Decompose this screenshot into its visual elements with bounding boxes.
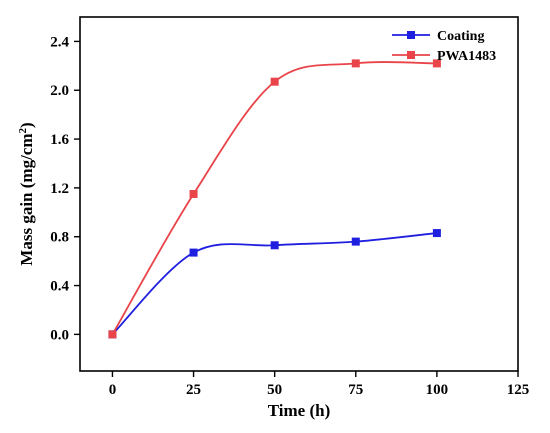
data-point-pwa1483: [189, 190, 198, 198]
y-tick-label: 0.8: [50, 230, 69, 246]
data-point-pwa1483: [351, 59, 360, 68]
y-tick-label: 0.0: [50, 327, 69, 343]
y-tick-label: 2.4: [50, 34, 69, 50]
y-tick-label: 1.6: [50, 132, 69, 148]
x-tick-label: 50: [267, 382, 282, 398]
y-tick-label: 2.0: [50, 83, 69, 99]
data-point-coating: [189, 248, 198, 257]
y-tick-label: 0.4: [50, 279, 69, 295]
legend: Coating PWA1483: [392, 29, 496, 64]
data-point-pwa1483: [270, 77, 279, 86]
x-tick-label: 75: [348, 382, 363, 398]
x-tick-label: 0: [109, 382, 117, 398]
y-axis-title: Mass gain (mg/cm2): [17, 122, 36, 265]
y-tick-label: 1.2: [50, 181, 69, 197]
series-line-pwa1483: [111, 61, 437, 335]
x-tick-label: 25: [186, 382, 201, 398]
legend-marker-coating: [407, 31, 415, 39]
y-axis-title-main: Mass gain (mg/cm: [17, 133, 36, 265]
data-point-coating: [270, 241, 279, 250]
x-axis-ticks: 0 25 50 75 100 125: [109, 371, 530, 398]
y-axis-title-superscript: 2: [17, 127, 29, 133]
x-tick-label: 100: [426, 382, 449, 398]
y-axis-title-close: ): [17, 122, 36, 128]
data-point-coating: [432, 229, 441, 238]
data-point-pwa1483: [432, 59, 441, 68]
x-tick-label: 125: [507, 382, 530, 398]
plot-frame: [79, 16, 519, 372]
y-axis-ticks: 0.0 0.4 0.8 1.2 1.6 2.0 2.4: [50, 34, 80, 343]
data-point-pwa1483: [108, 330, 117, 339]
x-axis-title: Time (h): [268, 401, 331, 420]
series-lines: [111, 61, 437, 336]
series-markers: [108, 59, 441, 339]
data-point-coating: [351, 237, 360, 246]
legend-label-pwa1483: PWA1483: [437, 49, 496, 64]
plot-frame-box: [79, 16, 519, 372]
legend-label-coating: Coating: [437, 29, 484, 44]
legend-marker-pwa1483: [407, 51, 415, 59]
